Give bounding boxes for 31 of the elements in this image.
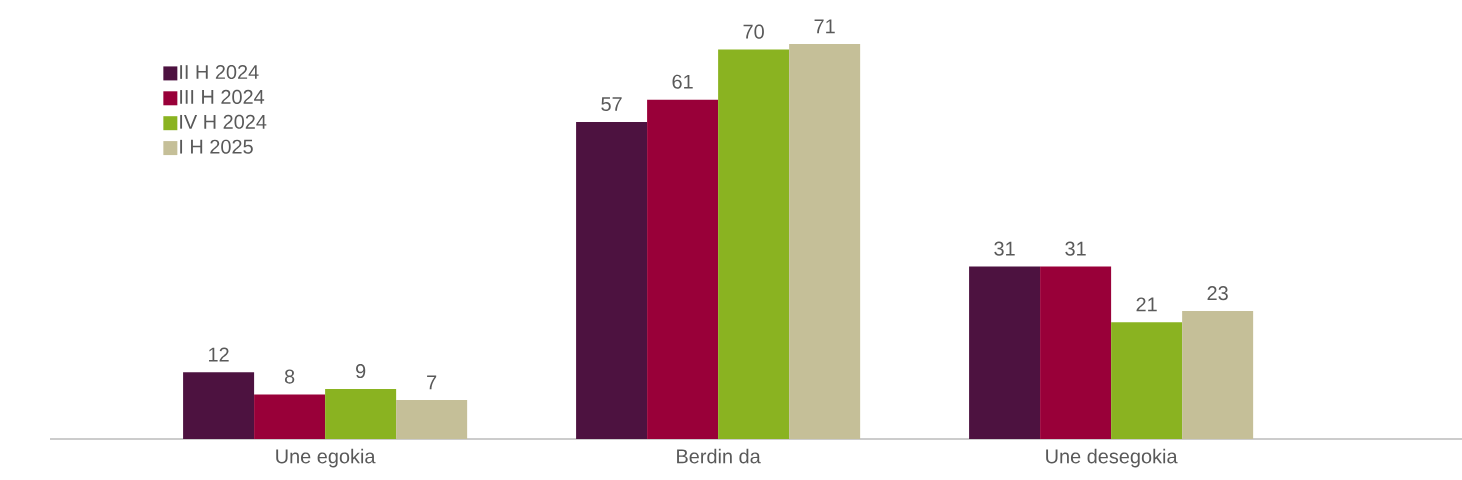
data-label: 31 xyxy=(994,241,1015,256)
bar xyxy=(576,121,648,439)
bar xyxy=(1182,311,1254,439)
data-label: 70 xyxy=(743,24,764,39)
bar xyxy=(1040,266,1112,439)
data-label: 12 xyxy=(209,347,229,362)
bar xyxy=(325,388,397,439)
legend-label: II H 2024 xyxy=(180,64,259,80)
bar xyxy=(969,266,1041,439)
data-label: 61 xyxy=(672,74,693,89)
data-label: 9 xyxy=(356,363,366,379)
legend-label: I H 2025 xyxy=(180,139,253,154)
bar xyxy=(254,394,326,439)
x-tick-label: Une egokia xyxy=(276,448,376,468)
data-label: 7 xyxy=(427,375,437,390)
data-label: 71 xyxy=(814,19,835,34)
bar xyxy=(183,372,255,439)
data-label: 21 xyxy=(1136,297,1157,312)
data-label: 23 xyxy=(1207,286,1228,301)
bar xyxy=(647,99,719,439)
data-label: 57 xyxy=(601,97,622,112)
x-tick-label: Berdin da xyxy=(677,448,761,464)
legend-label: IV H 2024 xyxy=(180,114,267,129)
bar xyxy=(396,400,468,439)
data-label: 8 xyxy=(284,369,295,384)
data-label: 31 xyxy=(1065,241,1086,256)
x-tick-label: Une desegokia xyxy=(1046,448,1178,468)
bar xyxy=(789,44,861,439)
bar xyxy=(718,49,790,439)
bar xyxy=(1111,322,1183,439)
legend-label: III H 2024 xyxy=(180,89,265,104)
